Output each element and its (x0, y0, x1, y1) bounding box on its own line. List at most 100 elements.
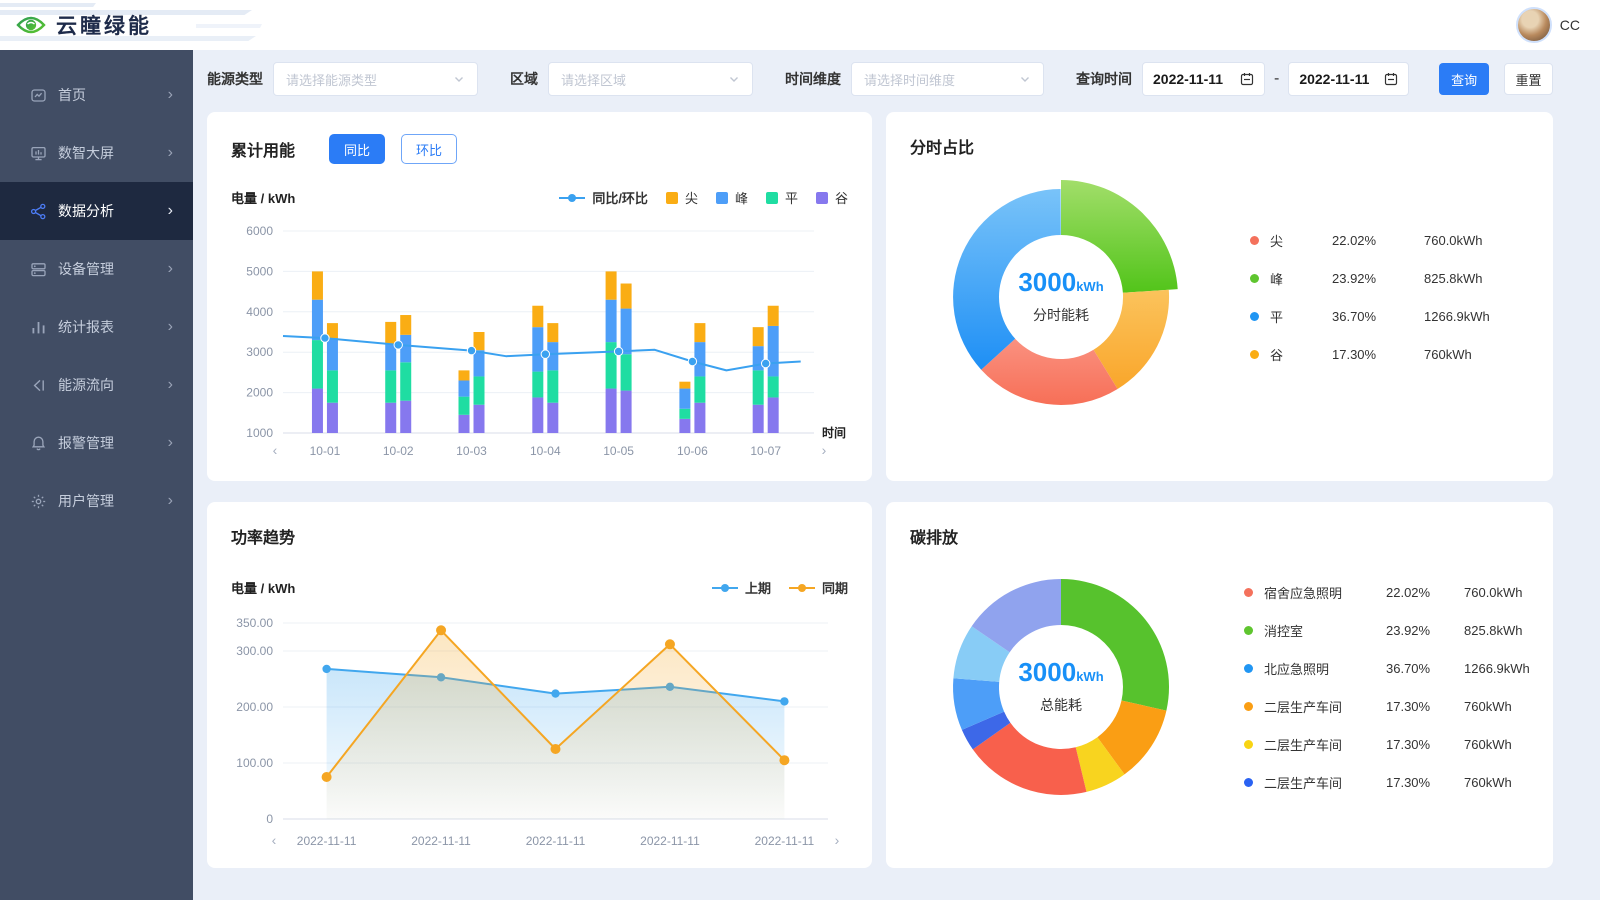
x-axis-tick: 2022-11-11 (640, 834, 700, 848)
yoy-toggle-button[interactable]: 同比 (329, 134, 386, 164)
donut-slice (953, 626, 1010, 682)
carbon-legend: 宿舍应急照明 22.02% 760.0kWh 消控室 23.92% 825.8kWh 北应急… (1244, 562, 1530, 812)
legend-value: 760kWh (1464, 736, 1512, 752)
sidebar-item-flow[interactable]: 能源流向 › (0, 356, 193, 414)
next-page-arrow[interactable]: › (835, 832, 840, 848)
legend-dot-icon (1250, 235, 1259, 245)
legend-swatch-icon (765, 191, 778, 204)
x-axis-tick: 10-07 (750, 444, 781, 458)
sidebar-item-screen[interactable]: 数智大屏 › (0, 124, 193, 182)
sidebar-item-home[interactable]: 首页 › (0, 66, 193, 124)
bar-segment-平 (694, 376, 706, 403)
prev-page-arrow[interactable]: ‹ (273, 442, 278, 458)
legend-dot-icon (1250, 311, 1259, 321)
legend-percent: 22.02% (1332, 232, 1377, 248)
chevron-right-icon: › (167, 318, 173, 335)
legend-swatch-icon (715, 191, 728, 204)
carbon-title: 碳排放 (910, 530, 959, 547)
region-label: 区域 (510, 71, 538, 87)
legend-item[interactable]: 二层生产车间 17.30% 760kWh (1244, 763, 1530, 801)
filter-bar: 能源类型 请选择能源类型 区域 请选择区域 时间维度 请选择时间维度 查询时间 … (207, 62, 1553, 96)
time-dimension-select[interactable]: 请选择时间维度 (851, 62, 1044, 96)
date-to-input[interactable]: 2022-11-11 (1288, 62, 1410, 96)
mom-toggle-button[interactable]: 环比 (401, 134, 458, 164)
donut-slice (1075, 737, 1125, 792)
carbon-donut: 3000kWh 总能耗 (936, 562, 1186, 812)
search-button[interactable]: 查询 (1439, 63, 1489, 95)
legend-percent: 17.30% (1386, 698, 1431, 714)
bar-segment-峰 (311, 299, 323, 341)
sidebar-item-label: 首页 (58, 87, 86, 103)
donut-slice (971, 579, 1061, 653)
next-page-arrow[interactable]: › (822, 442, 827, 458)
sidebar-item-label: 用户管理 (58, 493, 114, 509)
legend-item[interactable]: 尖 (665, 188, 698, 207)
legend-item[interactable]: 平 36.70% 1266.9kWh (1250, 297, 1490, 335)
legend-dot-icon (1244, 625, 1253, 635)
sidebar-item-label: 数智大屏 (58, 145, 114, 161)
legend-value: 825.8kWh (1464, 622, 1523, 638)
sidebar-item-alarm[interactable]: 报警管理 › (0, 414, 193, 472)
top-header: 云瞳绿能 CC (0, 0, 1600, 50)
legend-item[interactable]: 二层生产车间 17.30% 760kWh (1244, 687, 1530, 725)
legend-item[interactable]: 尖 22.02% 760.0kWh (1250, 221, 1490, 259)
data-point-marker (320, 333, 330, 343)
prev-page-arrow[interactable]: ‹ (272, 832, 277, 848)
legend-item[interactable]: 消控室 23.92% 825.8kWh (1244, 611, 1530, 649)
sidebar-item-report[interactable]: 统计报表 › (0, 298, 193, 356)
trend-line (282, 335, 801, 372)
bar-segment-尖 (752, 327, 764, 347)
power-trend-line-chart: 350.00 300.00 200.00 100.00 0 2022-11-11 2022-… (236, 616, 840, 848)
legend-percent: 23.92% (1386, 622, 1431, 638)
legend-item[interactable]: 同比/环比 (559, 188, 648, 207)
date-from-input[interactable]: 2022-11-11 (1142, 62, 1265, 96)
legend-item[interactable]: 二层生产车间 17.30% 760kWh (1244, 725, 1530, 763)
energy-type-select[interactable]: 请选择能源类型 (273, 62, 478, 96)
header-stripe (196, 24, 262, 28)
energy-type-label: 能源类型 (207, 71, 263, 87)
legend-label: 上期 (744, 581, 771, 596)
y-axis-tick: 350.00 (236, 616, 273, 630)
legend-swatch-icon (815, 191, 828, 204)
carbon-emission-card: 碳排放 3000kWh 总能耗 宿舍应急照明 22.02% 760.0kWh 消控室 2… (886, 502, 1553, 868)
legend-label: 同期 (821, 581, 848, 596)
legend-item[interactable]: 峰 23.92% 825.8kWh (1250, 259, 1490, 297)
data-point-marker (613, 346, 624, 357)
user-avatar[interactable] (1515, 7, 1552, 43)
bar-segment-峰 (400, 334, 412, 363)
sidebar-item-analysis[interactable]: 数据分析 › (0, 182, 193, 240)
bar-segment-峰 (473, 350, 485, 377)
legend-name: 二层生产车间 (1264, 737, 1343, 753)
legend-name: 平 (1270, 309, 1284, 325)
legend-dot-icon (1244, 701, 1253, 711)
date-range-separator: - (1274, 70, 1280, 87)
chevron-right-icon: › (167, 144, 173, 161)
donut-slice-谷 (1093, 289, 1170, 389)
hourly-share-card: 分时占比 3000kWh 分时能耗 尖 22.02% 760.0kWh 峰 23.92%… (886, 112, 1553, 481)
donut-slice (953, 678, 1005, 730)
bar-segment-峰 (326, 338, 338, 371)
legend-item[interactable]: 北应急照明 36.70% 1266.9kWh (1244, 649, 1530, 687)
legend-item[interactable]: 上期 (711, 578, 771, 597)
legend-item[interactable]: 平 (765, 188, 798, 207)
legend-value: 760.0kWh (1424, 232, 1483, 248)
sidebar-item-gear[interactable]: 用户管理 › (0, 472, 193, 530)
legend-dot-icon (1244, 739, 1253, 749)
legend-item[interactable]: 谷 (815, 188, 848, 207)
cumulative-legend: 同比/环比 尖 峰 平 谷 (559, 188, 848, 207)
legend-item[interactable]: 同期 (788, 578, 848, 597)
legend-label: 谷 (834, 191, 848, 206)
sidebar-item-device[interactable]: 设备管理 › (0, 240, 193, 298)
cumulative-card-title: 累计用能 (231, 143, 296, 160)
x-axis-tick: 10-04 (530, 444, 561, 458)
reset-button[interactable]: 重置 (1503, 63, 1553, 95)
legend-dot-icon (1244, 777, 1253, 787)
legend-item[interactable]: 谷 17.30% 760kWh (1250, 335, 1490, 373)
legend-item[interactable]: 峰 (715, 188, 748, 207)
donut-slice (972, 722, 1087, 795)
data-point-marker (760, 358, 771, 369)
region-select[interactable]: 请选择区域 (548, 62, 753, 96)
bar-segment-尖 (458, 370, 470, 381)
legend-percent: 36.70% (1386, 660, 1431, 676)
legend-item[interactable]: 宿舍应急照明 22.02% 760.0kWh (1244, 573, 1530, 611)
